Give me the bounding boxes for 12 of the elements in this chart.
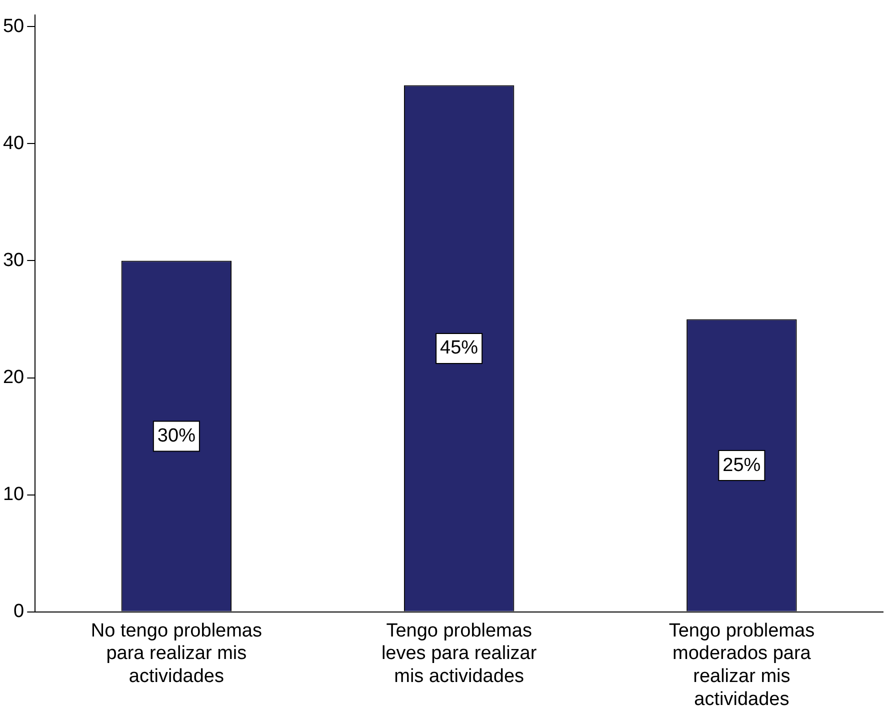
x-tick-label: Tengo problemas moderados para realizar mis actividades <box>668 620 815 710</box>
data-label: 25% <box>722 454 761 476</box>
x-tick-label: No tengo problemas para realizar mis actividades <box>90 620 262 688</box>
y-tick-label: 30 <box>2 250 24 271</box>
y-tick-label: 10 <box>2 484 24 506</box>
y-tick-label: 20 <box>2 366 24 388</box>
y-tick-label: 50 <box>2 16 24 37</box>
data-label: 30% <box>157 426 196 447</box>
y-tick-label: 40 <box>2 132 24 154</box>
data-label: 45% <box>440 338 478 359</box>
x-tick-label: Tengo problemas leves para realizar mis actividades <box>381 620 538 688</box>
y-tick-label: 0 <box>14 601 24 622</box>
